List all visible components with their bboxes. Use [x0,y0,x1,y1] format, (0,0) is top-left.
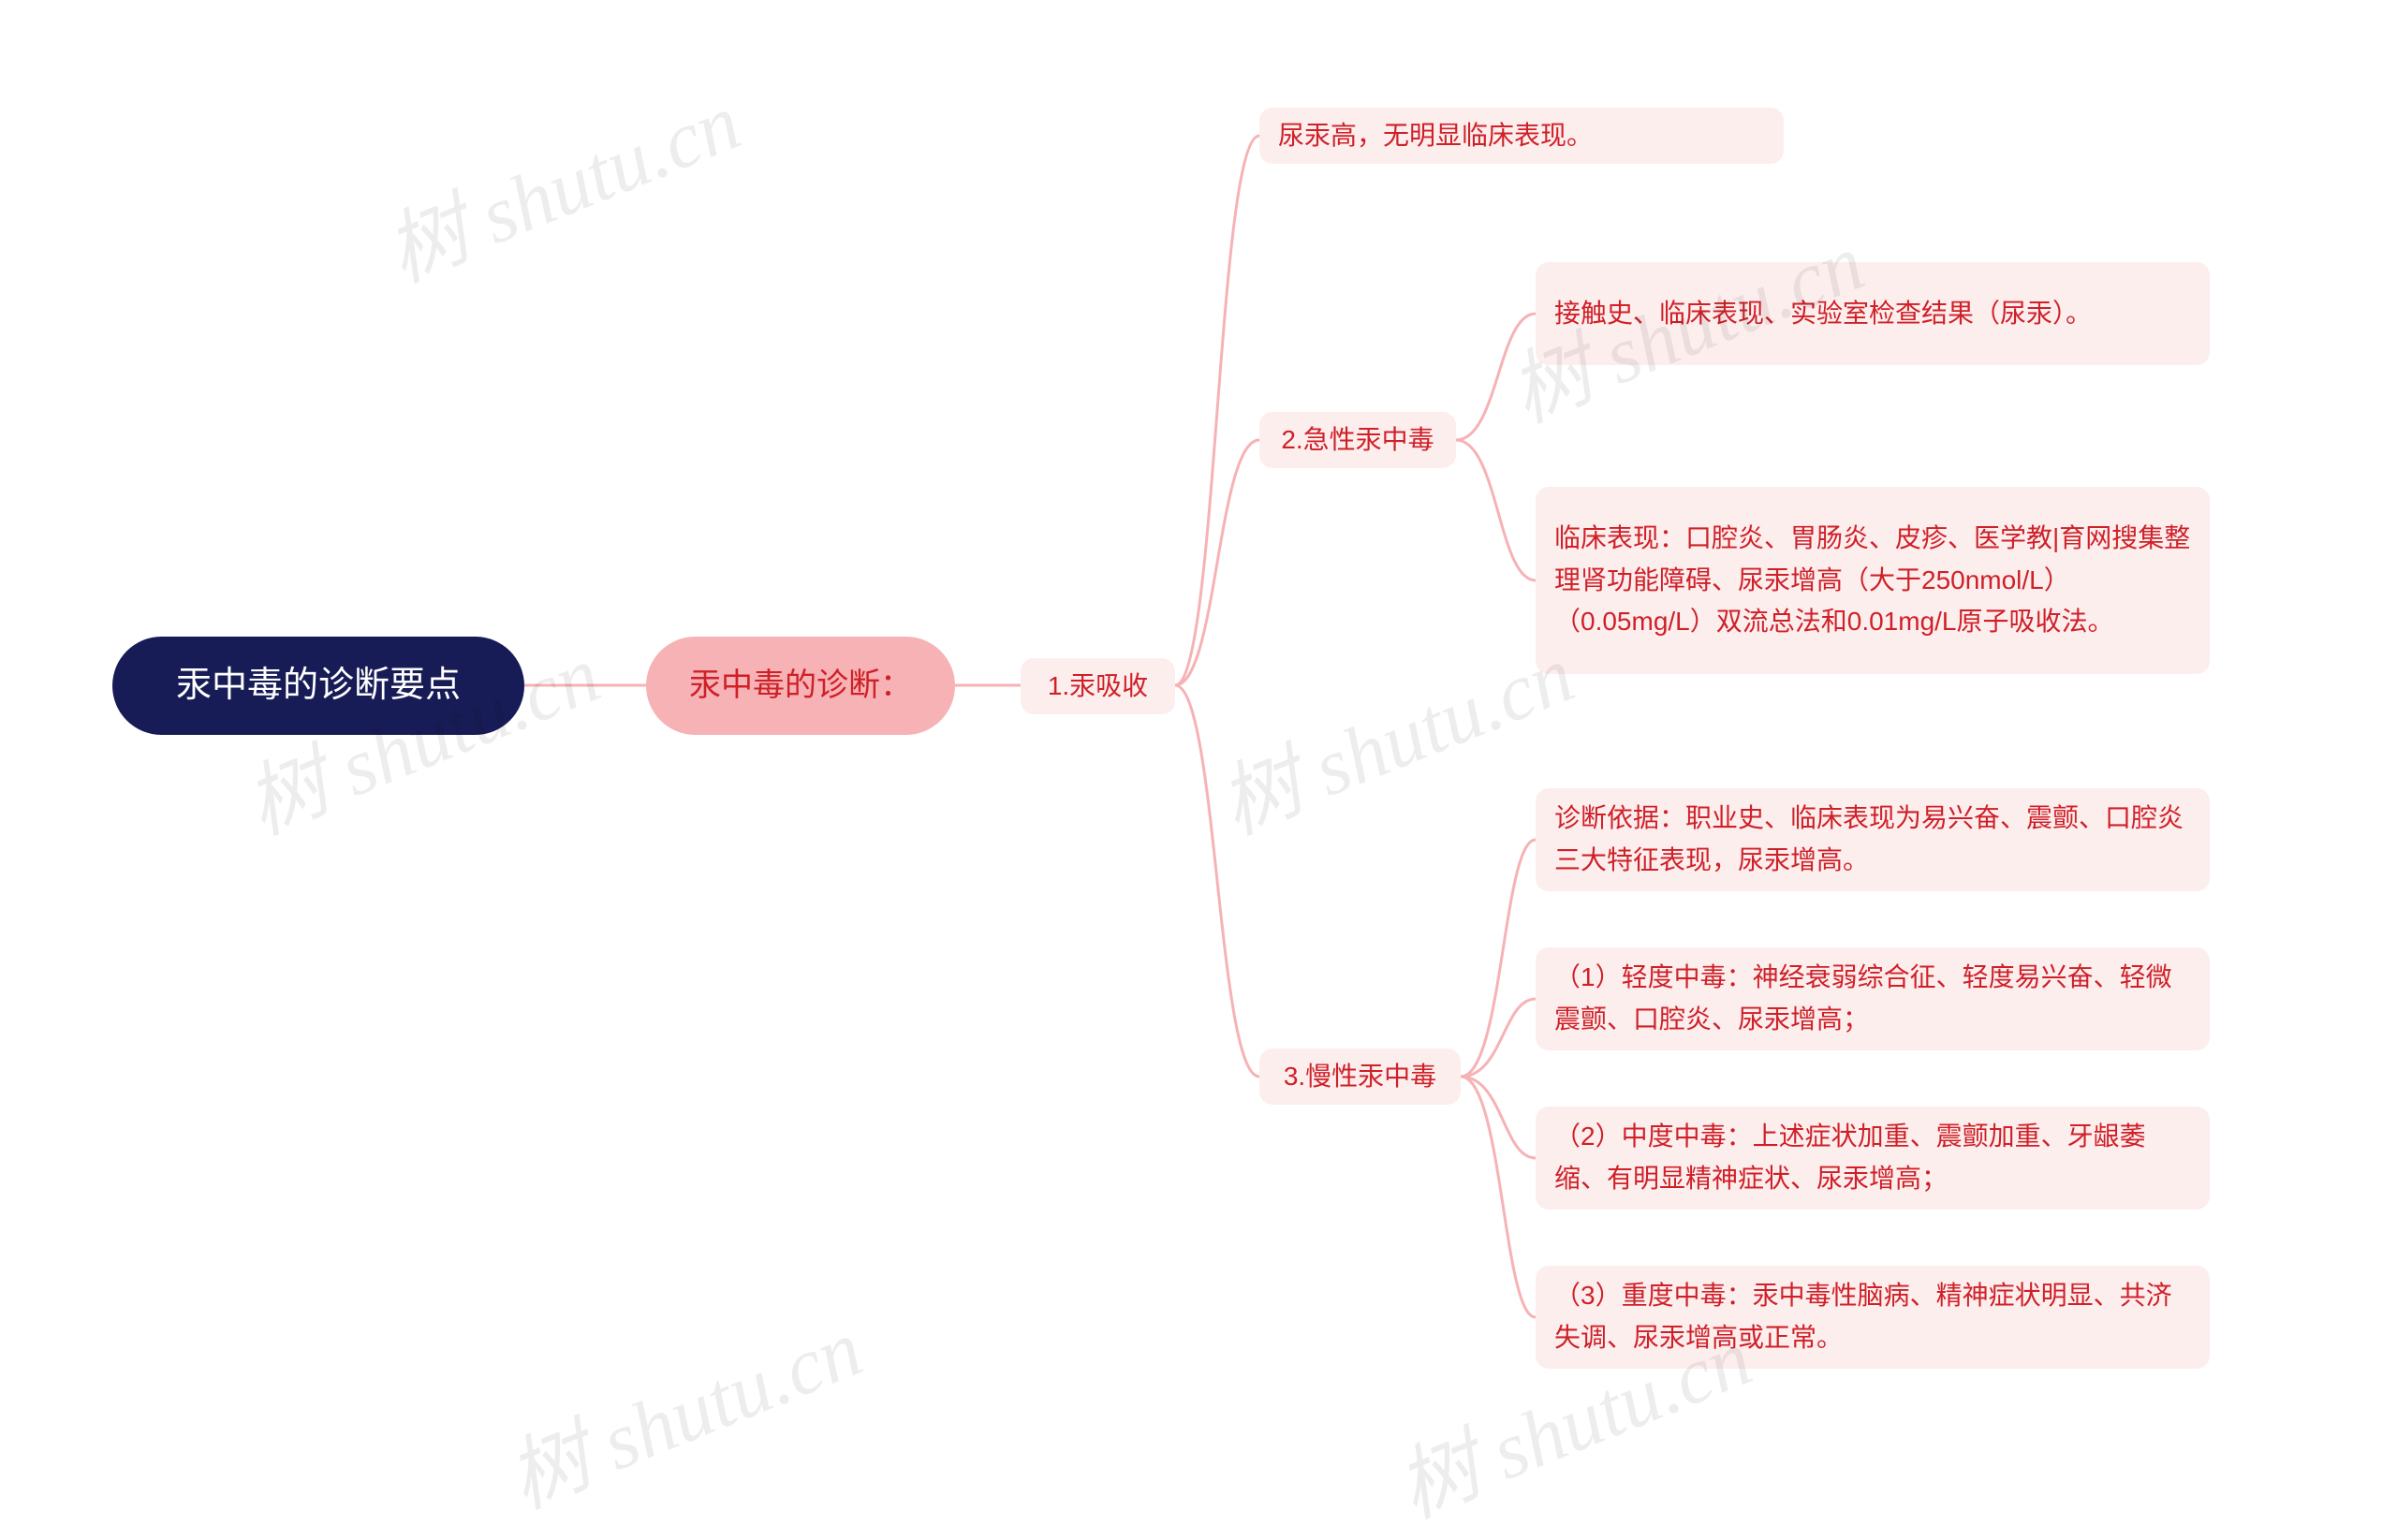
level2-node[interactable]: 1.汞吸收 [1021,658,1175,714]
root-label: 汞中毒的诊断要点 [176,659,461,712]
level1-node[interactable]: 汞中毒的诊断： [646,637,955,735]
root-node[interactable]: 汞中毒的诊断要点 [112,637,524,735]
leaf-label: （3）重度中毒：汞中毒性脑病、精神症状明显、共济失调、尿汞增高或正常。 [1554,1275,2191,1359]
watermark-text: 树 shutu.cn [1199,609,1587,856]
leaf-chronic-b[interactable]: （1）轻度中毒：神经衰弱综合征、轻度易兴奋、轻微震颤、口腔炎、尿汞增高； [1536,947,2210,1050]
leaf-chronic-c[interactable]: （2）中度中毒：上述症状加重、震颤加重、牙龈萎缩、有明显精神症状、尿汞增高； [1536,1107,2210,1210]
chronic-label: 3.慢性汞中毒 [1284,1057,1436,1096]
leaf-acute-b[interactable]: 临床表现：口腔炎、胃肠炎、皮疹、医学教|育网搜集整理肾功能障碍、尿汞增高（大于2… [1536,487,2210,674]
leaf-urine-hg-high[interactable]: 尿汞高，无明显临床表现。 [1259,108,1784,164]
leaf-label: 诊断依据：职业史、临床表现为易兴奋、震颤、口腔炎三大特征表现，尿汞增高。 [1554,798,2191,882]
leaf-label: 接触史、临床表现、实验室检查结果（尿汞）。 [1554,293,2191,335]
leaf-label: 临床表现：口腔炎、胃肠炎、皮疹、医学教|育网搜集整理肾功能障碍、尿汞增高（大于2… [1554,518,2191,643]
leaf-label: （2）中度中毒：上述症状加重、震颤加重、牙龈萎缩、有明显精神症状、尿汞增高； [1554,1116,2191,1200]
leaf-chronic-d[interactable]: （3）重度中毒：汞中毒性脑病、精神症状明显、共济失调、尿汞增高或正常。 [1536,1266,2210,1369]
leaf-label: （1）轻度中毒：神经衰弱综合征、轻度易兴奋、轻微震颤、口腔炎、尿汞增高； [1554,957,2191,1041]
level2-label: 1.汞吸收 [1048,667,1148,706]
leaf-acute-a[interactable]: 接触史、临床表现、实验室检查结果（尿汞）。 [1536,262,2210,365]
level1-label: 汞中毒的诊断： [689,662,912,710]
watermark-text: 树 shutu.cn [366,56,754,303]
mindmap-canvas: 汞中毒的诊断要点 汞中毒的诊断： 1.汞吸收 尿汞高，无明显临床表现。 2.急性… [0,0,2397,1459]
leaf-label: 尿汞高，无明显临床表现。 [1278,115,1765,157]
chronic-node[interactable]: 3.慢性汞中毒 [1259,1049,1461,1105]
acute-node[interactable]: 2.急性汞中毒 [1259,412,1456,468]
watermark-text: 树 shutu.cn [488,1283,875,1530]
acute-label: 2.急性汞中毒 [1281,420,1434,460]
leaf-chronic-a[interactable]: 诊断依据：职业史、临床表现为易兴奋、震颤、口腔炎三大特征表现，尿汞增高。 [1536,788,2210,891]
